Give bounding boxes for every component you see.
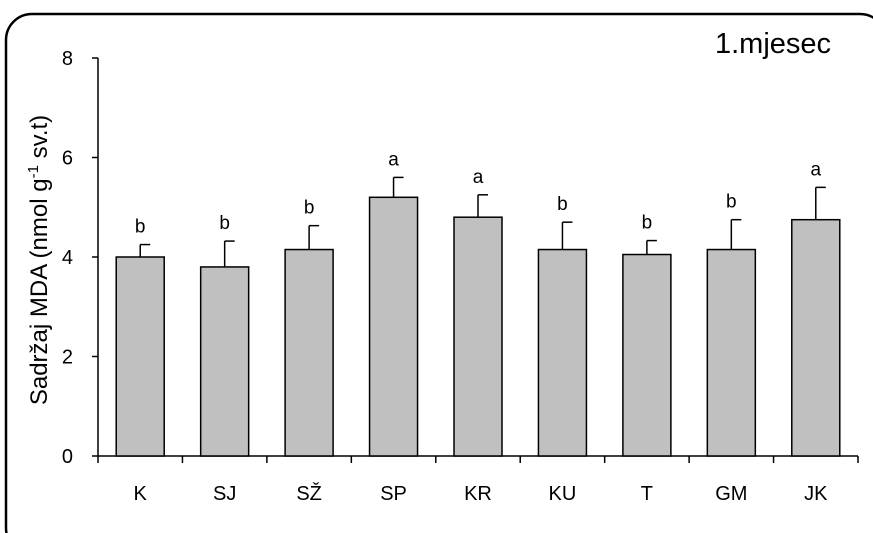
x-tick-label: JK	[804, 483, 828, 505]
y-tick-label: 8	[62, 48, 73, 70]
y-axis-label-superscript: -1	[25, 165, 42, 178]
significance-label: a	[810, 159, 821, 180]
bar-SŽ	[284, 248, 334, 457]
x-tick-label: KU	[549, 483, 577, 505]
x-tick-label: SŽ	[296, 482, 322, 505]
y-axis-label-main: Sadržaj MDA (nmol g	[26, 178, 53, 405]
significance-label: a	[473, 167, 484, 188]
y-axis-label: Sadržaj MDA (nmol g-1 sv.t)	[25, 115, 53, 405]
x-tick-label: SJ	[213, 483, 236, 505]
bar-K	[115, 256, 165, 457]
significance-label: a	[388, 149, 399, 170]
bar-SJ	[199, 266, 250, 457]
significance-label: b	[135, 217, 146, 238]
chart-title: 1.mjesec	[715, 28, 831, 60]
bar-GM	[706, 248, 757, 457]
bar-KU	[537, 248, 588, 457]
y-tick-label: 2	[62, 347, 73, 369]
significance-label: b	[304, 198, 315, 219]
bar-KR	[453, 216, 503, 457]
x-tick-label: GM	[715, 483, 747, 505]
plot-area: 0 2 4 6 8 b Kb SJ b SŽ a SP a KR b KU b Tb GM a JK	[62, 48, 859, 505]
bar-T	[622, 253, 672, 457]
y-tick-label: 6	[62, 148, 73, 170]
x-tick-label: SP	[380, 483, 407, 505]
significance-label: b	[219, 213, 230, 234]
bar-SP	[368, 196, 419, 457]
significance-label: b	[726, 192, 737, 213]
y-tick-label: 0	[62, 446, 73, 468]
bar-JK	[791, 218, 841, 457]
x-tick-label: KR	[464, 483, 492, 505]
x-tick-label: K	[134, 483, 148, 505]
significance-label: b	[642, 213, 653, 234]
y-axis-label-suffix: sv.t)	[26, 115, 53, 165]
significance-label: b	[557, 194, 568, 215]
y-tick-label: 4	[62, 247, 73, 269]
x-tick-label: T	[641, 483, 653, 505]
